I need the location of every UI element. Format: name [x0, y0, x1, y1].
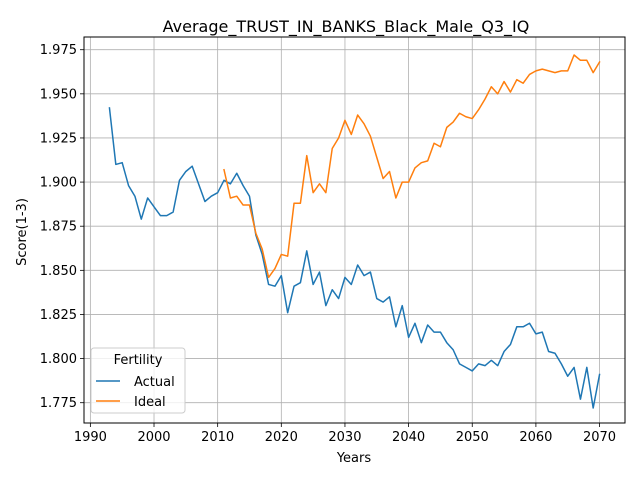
y-tick-label: 1.825: [40, 308, 77, 323]
x-tick-label: 2070: [583, 430, 616, 445]
legend: Fertility Actual Ideal: [90, 347, 186, 414]
series-lines: [108, 54, 601, 409]
legend-box: [90, 347, 186, 414]
y-tick-label: 1.900: [40, 176, 77, 191]
y-tick-label: 1.775: [40, 396, 77, 411]
x-tick-label: 2000: [137, 430, 170, 445]
legend-label-ideal: Ideal: [134, 395, 166, 410]
x-tick-label: 2010: [201, 430, 234, 445]
series-line-actual: [108, 107, 601, 409]
x-tick-label: 2050: [456, 430, 489, 445]
y-tick-label: 1.800: [40, 352, 77, 367]
y-tick-label: 1.975: [40, 43, 77, 58]
y-tick-label: 1.875: [40, 220, 77, 235]
x-axis-ticks: 1990 2000 2010 2020 2030 2040 2050 2060 2070: [74, 423, 616, 445]
chart-title: Average_TRUST_IN_BANKS_Black_Male_Q3_IQ: [163, 17, 530, 37]
x-tick-label: 1990: [74, 430, 107, 445]
x-tick-label: 2040: [392, 430, 425, 445]
grid: [84, 37, 625, 423]
y-axis-ticks: 1.775 1.800 1.825 1.850 1.875 1.900 1.925 1.950…: [40, 43, 84, 411]
legend-label-actual: Actual: [134, 375, 175, 390]
x-tick-label: 2020: [265, 430, 298, 445]
x-axis-label: Years: [336, 451, 372, 466]
y-tick-label: 1.950: [40, 87, 77, 102]
plot-area-frame: [83, 36, 626, 424]
y-axis-label: Score(1-3): [15, 198, 30, 266]
y-tick-label: 1.850: [40, 264, 77, 279]
x-tick-label: 2030: [328, 430, 361, 445]
x-tick-label: 2060: [519, 430, 552, 445]
series-line-ideal: [223, 54, 601, 279]
legend-title: Fertility: [114, 353, 163, 368]
y-tick-label: 1.925: [40, 131, 77, 146]
